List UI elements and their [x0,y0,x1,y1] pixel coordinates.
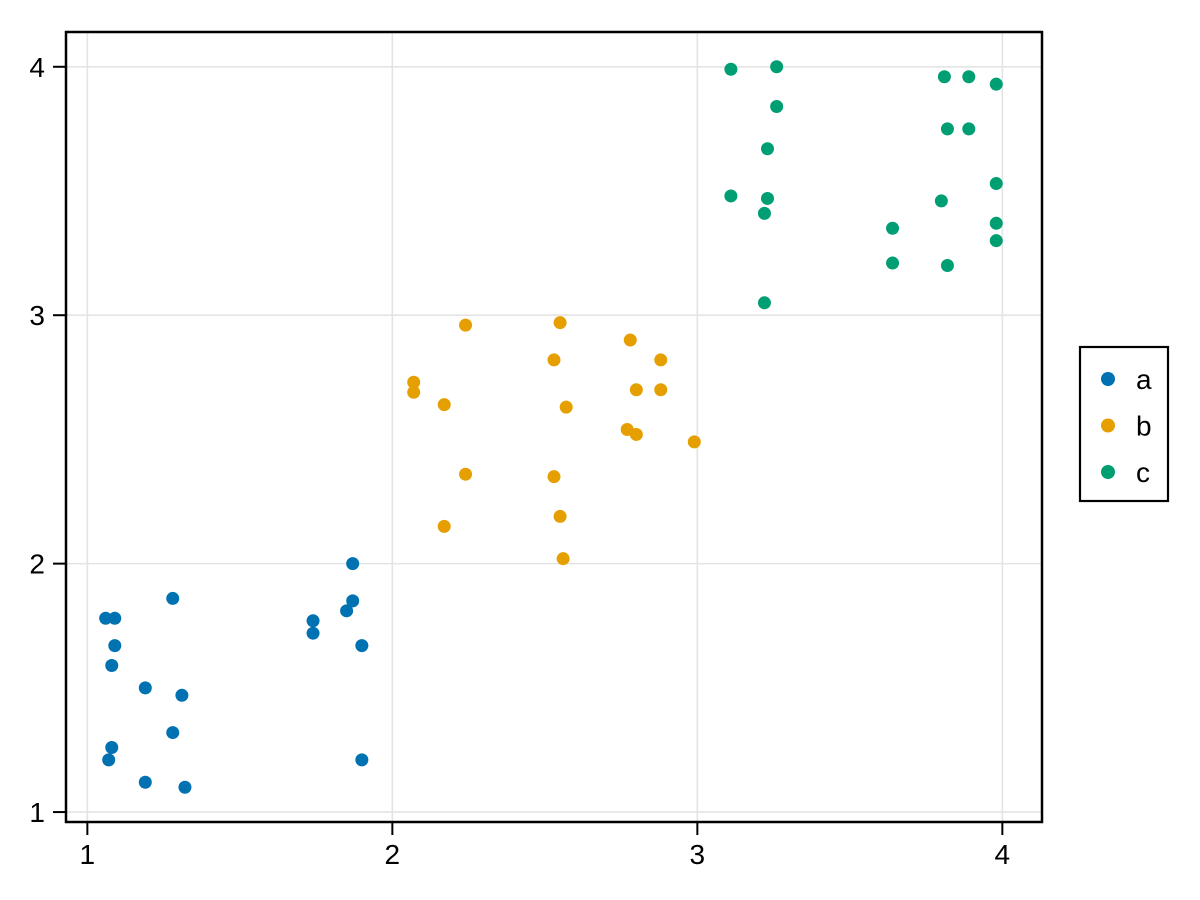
x-tick-label: 1 [80,839,96,870]
y-tick-label: 3 [29,300,45,331]
series-c [724,60,1003,310]
scatter-point [108,611,122,625]
scatter-points [99,60,1003,794]
series-a [99,557,369,794]
legend-marker-c [1101,465,1115,479]
scatter-point [940,122,954,136]
scatter-point [886,256,900,270]
scatter-point [547,470,561,484]
scatter-point [178,780,192,794]
scatter-point [459,318,473,332]
y-tick-label: 2 [29,549,45,580]
scatter-point [138,681,152,695]
axis-ticks [53,65,1004,835]
scatter-point [629,427,643,441]
scatter-point [724,62,738,76]
scatter-point [99,611,113,625]
legend-label-c: c [1136,457,1150,488]
y-tick-label: 4 [29,52,45,83]
plot-background [66,32,1042,822]
axis-spines [64,30,1044,824]
scatter-point [757,206,771,220]
scatter-point [989,234,1003,248]
scatter-point [962,122,976,136]
legend-marker-b [1101,418,1115,433]
scatter-point [886,221,900,235]
y-tick-label: 1 [29,797,45,828]
scatter-point [934,194,948,208]
x-tick-label: 3 [690,839,706,870]
scatter-point [306,626,320,640]
scatter-point [629,383,643,397]
scatter-point [989,77,1003,91]
scatter-point [407,385,421,399]
scatter-point [306,614,320,628]
scatter-point [761,142,774,156]
scatter-point [355,639,369,653]
scatter-point [757,296,771,310]
scatter-point [553,509,567,523]
scatter-point [937,70,951,84]
scatter-point [459,467,473,481]
scatter-point [166,726,180,740]
axis-tick-labels: 1 2 3 4 1 2 3 4 [29,52,1010,870]
scatter-point [940,259,954,273]
series-b [407,316,701,566]
gridlines [66,32,1042,822]
scatter-point [989,177,1003,191]
legend-marker-a [1101,372,1115,386]
scatter-point [556,552,570,566]
legend-label-a: a [1136,364,1152,395]
plot-area-background [66,32,1042,822]
scatter-point [166,591,180,605]
scatter-point [175,688,189,702]
legend: abc [1078,345,1170,503]
scatter-point [138,775,152,789]
scatter-point [724,189,738,203]
scatter-point [623,333,637,347]
scatter-point [553,316,567,330]
x-tick-label: 2 [385,839,401,870]
scatter-point [962,70,976,84]
scatter-point [770,100,784,114]
plot-box-spine [64,30,1044,824]
scatter-point [108,639,122,653]
scatter-point [407,375,421,389]
scatter-point [559,400,573,414]
x-tick-label: 4 [995,839,1011,870]
scatter-point [437,519,451,533]
scatter-point [340,604,354,618]
legend-label-b: b [1136,411,1152,442]
scatter-point [989,216,1003,230]
scatter-point [355,753,369,767]
scatter-point [102,753,116,767]
scatter-point [761,191,774,205]
scatter-point [105,658,119,672]
scatter-point [346,557,360,571]
scatter-point [346,594,360,608]
scatter-point [687,435,701,449]
scatter-point [654,383,668,397]
scatter-point [437,398,451,412]
scatter-point [770,60,784,74]
scatter-point [547,353,561,367]
scatter-point [654,353,668,367]
scatter-point [105,740,119,754]
legend-box [1078,345,1170,503]
